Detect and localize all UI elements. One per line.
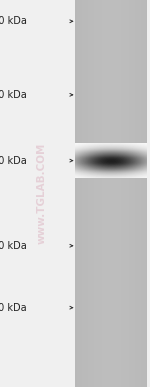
Text: 150 kDa: 150 kDa — [0, 16, 27, 26]
Text: 50 kDa: 50 kDa — [0, 241, 27, 251]
Text: www.TGLAB.COM: www.TGLAB.COM — [37, 143, 47, 244]
Text: 100 kDa: 100 kDa — [0, 90, 27, 100]
Text: 40 kDa: 40 kDa — [0, 303, 27, 313]
Text: 70 kDa: 70 kDa — [0, 156, 27, 166]
